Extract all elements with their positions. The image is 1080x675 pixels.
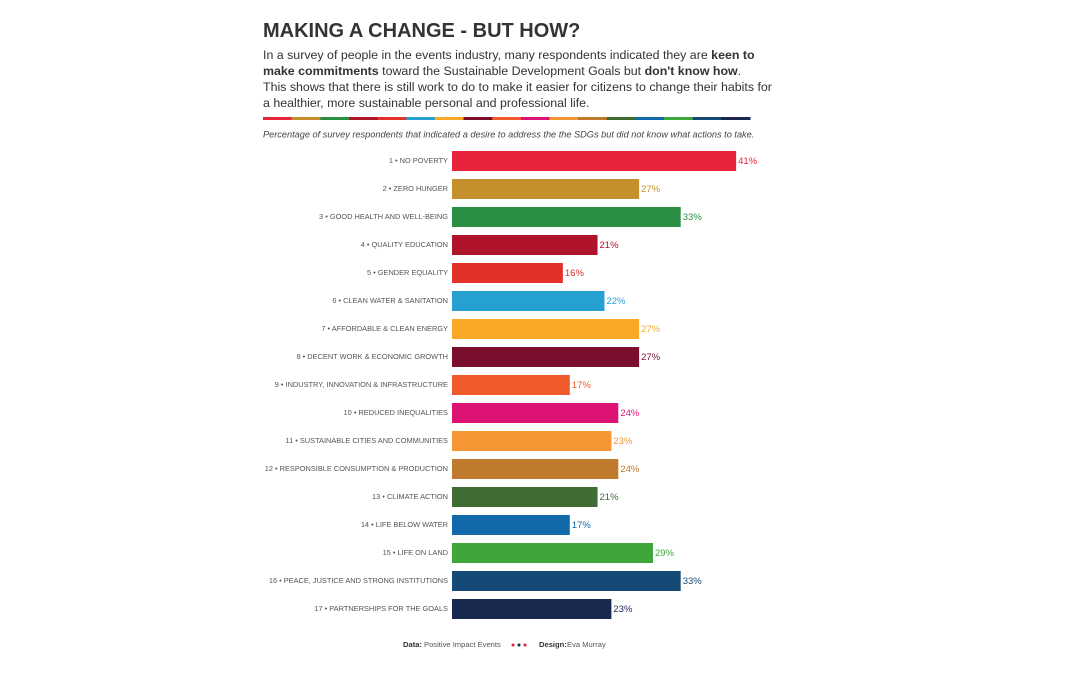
- category-label: 14 • LIFE BELOW WATER: [361, 520, 448, 529]
- color-stripe: [320, 117, 350, 120]
- subtitle-segment: keen to make commitments: [263, 48, 755, 78]
- color-stripe: [721, 117, 751, 120]
- bar: [452, 459, 619, 479]
- bar: [452, 375, 570, 395]
- category-label: 10 • REDUCED INEQUALITIES: [344, 408, 449, 417]
- color-stripe: [692, 117, 722, 120]
- color-stripe: [463, 117, 493, 120]
- bar: [452, 543, 653, 563]
- dot: [517, 643, 521, 647]
- bar: [452, 487, 598, 507]
- color-stripe: [606, 117, 636, 120]
- footer: Data: Positive Impact Events Design: Eva…: [403, 640, 606, 649]
- value-label: 29%: [655, 548, 675, 559]
- category-label: 11 • SUSTAINABLE CITIES AND COMMUNITIES: [286, 436, 449, 445]
- category-label: 13 • CLIMATE ACTION: [372, 492, 448, 501]
- category-label: 1 • NO POVERTY: [389, 156, 448, 165]
- bar: [452, 207, 681, 227]
- category-label: 3 • GOOD HEALTH AND WELL-BEING: [319, 212, 448, 221]
- value-label: 24%: [620, 408, 640, 419]
- value-label: 33%: [683, 212, 703, 223]
- footer-label: Design:: [539, 640, 567, 649]
- caption: Percentage of survey respondents that in…: [263, 129, 754, 139]
- value-label: 27%: [641, 352, 661, 363]
- value-label: 22%: [606, 296, 626, 307]
- category-label: 4 • QUALITY EDUCATION: [361, 240, 448, 249]
- dot: [523, 643, 527, 647]
- dot: [511, 643, 515, 647]
- subtitle-line: In a survey of people in the events indu…: [263, 47, 775, 79]
- value-label: 23%: [613, 436, 633, 447]
- color-stripe: [578, 117, 608, 120]
- color-stripe: [291, 117, 321, 120]
- color-stripe: [549, 117, 579, 120]
- subtitle-segment: toward the Sustainable Development Goals…: [378, 64, 645, 78]
- footer-text: Positive Impact Events: [424, 640, 501, 649]
- value-label: 24%: [620, 464, 640, 475]
- value-label: 21%: [600, 492, 620, 503]
- category-label: 2 • ZERO HUNGER: [383, 184, 448, 193]
- bar: [452, 263, 563, 283]
- value-label: 27%: [641, 324, 661, 335]
- footer-label: Data:: [403, 640, 422, 649]
- value-label: 23%: [613, 604, 633, 615]
- category-label: 5 • GENDER EQUALITY: [367, 268, 448, 277]
- category-label: 15 • LIFE ON LAND: [383, 548, 448, 557]
- bar: [452, 151, 737, 171]
- subtitle-line: This shows that there is still work to d…: [263, 80, 772, 110]
- subtitle-segment: In a survey of people in the events indu…: [263, 48, 712, 62]
- category-label: 7 • AFFORDABLE & CLEAN ENERGY: [321, 324, 448, 333]
- value-label: 16%: [565, 268, 585, 279]
- bar: [452, 179, 640, 199]
- subtitle: In a survey of people in the events indu…: [263, 47, 775, 111]
- color-stripe: [664, 117, 694, 120]
- bar: [452, 571, 681, 591]
- value-label: 17%: [572, 380, 592, 391]
- category-label: 17 • PARTNERSHIPS FOR THE GOALS: [314, 604, 448, 613]
- bar: [452, 319, 640, 339]
- category-label: 12 • RESPONSIBLE CONSUMPTION & PRODUCTIO…: [265, 464, 448, 473]
- bar: [452, 347, 640, 367]
- value-label: 21%: [600, 240, 620, 251]
- bar: [452, 515, 570, 535]
- color-stripe: [348, 117, 379, 120]
- value-label: 41%: [738, 156, 758, 167]
- value-label: 33%: [683, 576, 703, 587]
- color-stripe: [406, 117, 436, 120]
- color-stripe: [377, 117, 407, 120]
- color-stripe: [520, 117, 550, 120]
- subtitle-segment: .: [737, 64, 742, 78]
- subtitle-segment: don't know how: [644, 64, 738, 78]
- bar: [452, 235, 598, 255]
- category-label: 16 • PEACE, JUSTICE AND STRONG INSTITUTI…: [269, 576, 448, 585]
- footer-text: Eva Murray: [567, 640, 606, 649]
- color-stripe: [635, 117, 665, 120]
- chart-title: MAKING A CHANGE - BUT HOW?: [263, 20, 581, 42]
- category-label: 8 • DECENT WORK & ECONOMIC GROWTH: [296, 352, 448, 361]
- color-stripe: [434, 117, 465, 120]
- color-stripe: [492, 117, 522, 120]
- bar: [452, 599, 612, 619]
- bar: [452, 291, 605, 311]
- color-stripe: [263, 117, 293, 120]
- category-label: 6 • CLEAN WATER & SANITATION: [332, 296, 448, 305]
- bar: [452, 403, 619, 423]
- value-label: 17%: [572, 520, 592, 531]
- value-label: 27%: [641, 184, 661, 195]
- bar: [452, 431, 612, 451]
- category-label: 9 • INDUSTRY, INNOVATION & INFRASTRUCTUR…: [275, 380, 448, 389]
